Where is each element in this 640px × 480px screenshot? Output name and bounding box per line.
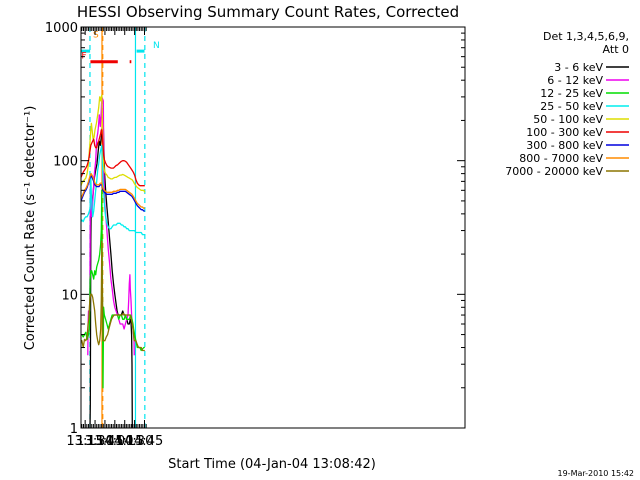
legend-label: 300 - 800 keV: [526, 139, 603, 152]
x-tick-label: 13:45: [86, 434, 123, 449]
flag-label: N: [153, 41, 160, 51]
legend-label: 12 - 25 keV: [540, 87, 603, 100]
legend-label: 800 - 7000 keV: [519, 152, 603, 165]
series-line: [81, 172, 145, 209]
y-tick-label: 1: [70, 422, 78, 437]
legend-header-line: Det 1,3,4,5,6,9,: [543, 30, 629, 43]
y-tick-label: 10: [61, 288, 78, 303]
x-tick-label: 14:15: [106, 434, 143, 449]
x-axis-label: Start Time (04-Jan-04 13:08:42): [168, 457, 376, 472]
y-tick-label: 1000: [45, 21, 78, 36]
plot-axes: NFS110100100013:1513:3013:4514:0014:1514…: [45, 21, 466, 449]
x-tick-label: 13:15: [66, 434, 103, 449]
legend-header-line: Att 0: [603, 43, 629, 56]
legend-label: 50 - 100 keV: [533, 113, 603, 126]
plot-area: [81, 27, 146, 428]
flag-label: S: [93, 30, 99, 40]
legend-label: 25 - 50 keV: [540, 100, 603, 113]
series-line: [81, 94, 146, 193]
series-line: [81, 129, 145, 187]
series-line: [81, 240, 145, 352]
x-tick-label: 14:45: [126, 434, 163, 449]
plot-frame: [80, 26, 466, 429]
legend-label: 7000 - 20000 keV: [505, 165, 603, 178]
x-tick-label: 13:30: [76, 434, 113, 449]
x-tick-label: 14:30: [116, 434, 153, 449]
legend-label: 100 - 300 keV: [526, 126, 603, 139]
legend-label: 6 - 12 keV: [547, 74, 603, 87]
y-tick-label: 100: [53, 155, 78, 170]
y-axis-label: Corrected Count Rate (s⁻¹ detector⁻¹): [23, 106, 38, 351]
series-line: [81, 144, 145, 236]
footer-date: 19-Mar-2010 15:42: [558, 469, 635, 478]
legend-header: Det 1,3,4,5,6,9,Att 0: [543, 30, 629, 56]
legend-label: 3 - 6 keV: [554, 61, 603, 74]
x-tick-label: 14:00: [96, 434, 133, 449]
chart-title: HESSI Observing Summary Count Rates, Cor…: [77, 3, 459, 21]
